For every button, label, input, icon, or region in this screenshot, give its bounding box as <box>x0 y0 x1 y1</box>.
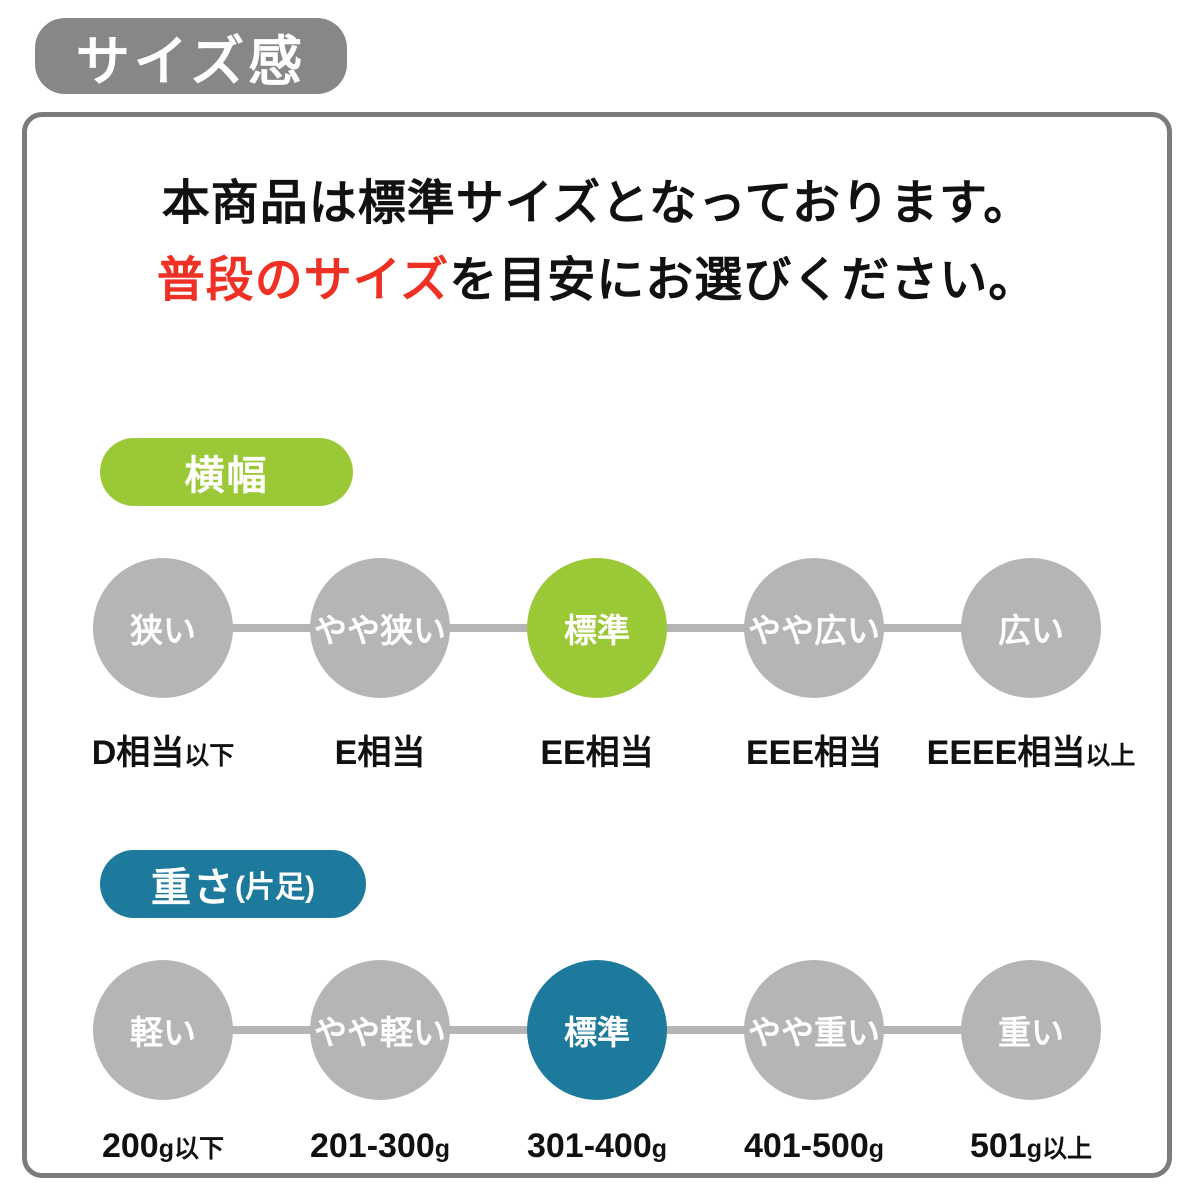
width-scale-labels: D相当 以下 E相当 EE相当 EEE相当 EEEE相当 以上 <box>91 725 1136 774</box>
intro-line2-rest: を目安にお選びください。 <box>449 254 1038 307</box>
width-badge: 横幅 <box>100 438 353 506</box>
weight-circle-heavy: 重い <box>961 960 1101 1100</box>
page-title: サイズ感 <box>75 31 307 92</box>
circle-label: 標準 <box>564 1014 630 1051</box>
circle-label: やや狭い <box>314 612 446 649</box>
weight-circle-light: 軽い <box>93 960 233 1100</box>
weight-badge-note: (片足) <box>235 871 315 904</box>
width-badge-label: 横幅 <box>184 454 269 498</box>
circle-label: 重い <box>998 1014 1064 1051</box>
circle-label: 標準 <box>564 612 630 649</box>
width-scale: 狭い やや狭い 標準 やや広い 広い <box>93 558 1101 698</box>
width-label-eee: EEE相当 <box>745 734 883 772</box>
circle-label: やや軽い <box>314 1014 446 1051</box>
weight-circle-slightly-heavy: やや重い <box>744 960 884 1100</box>
circle-label: 狭い <box>130 612 196 649</box>
weight-circle-standard: 標準 <box>527 960 667 1100</box>
weight-label-200: 200 g以下 <box>101 1127 224 1165</box>
intro-text: 本商品は標準サイズとなっております。 普段のサイズを目安にお選びください。 <box>27 165 1167 319</box>
circle-label: 軽い <box>130 1014 196 1051</box>
weight-scale: 軽い やや軽い 標準 やや重い 重い <box>93 960 1101 1100</box>
circle-label: やや重い <box>748 1014 880 1051</box>
weight-scale-labels: 200 g以下 201-300 g 301-400 g 401-500 g 501 g以上 <box>93 1127 1101 1166</box>
width-circle-narrow: 狭い <box>93 558 233 698</box>
weight-circle-slightly-light: やや軽い <box>310 960 450 1100</box>
width-label-e: E相当 <box>334 734 426 772</box>
weight-badge-label: 重さ <box>151 866 235 910</box>
width-circle-slightly-wide: やや広い <box>744 558 884 698</box>
weight-label-201-300: 201-300 g <box>309 1127 451 1165</box>
weight-label-301-400: 301-400 g <box>526 1127 668 1165</box>
intro-line1: 本商品は標準サイズとなっております。 <box>161 177 1033 230</box>
circle-label: やや広い <box>748 612 880 649</box>
width-label-d: D相当 以下 <box>91 734 235 772</box>
width-circle-standard: 標準 <box>527 558 667 698</box>
page-title-badge: サイズ感 <box>35 18 347 94</box>
intro-line2: 普段のサイズを目安にお選びください。 <box>27 242 1167 319</box>
circle-label: 広い <box>998 612 1064 649</box>
width-label-eeee: EEEE相当 以上 <box>926 734 1136 772</box>
width-circle-slightly-narrow: やや狭い <box>310 558 450 698</box>
weight-label-401-500: 401-500 g <box>743 1127 885 1165</box>
weight-label-501: 501 g以上 <box>969 1127 1092 1165</box>
width-section: 横幅 狭い やや狭い 標準 やや広い 広い D相当 以下 E相当 EE相当 EEE… <box>27 438 1167 774</box>
intro-line2-highlight: 普段のサイズ <box>156 254 450 307</box>
size-guide-panel: 本商品は標準サイズとなっております。 普段のサイズを目安にお選びください。 横幅… <box>22 112 1172 1178</box>
width-circle-wide: 広い <box>961 558 1101 698</box>
width-label-ee: EE相当 <box>540 734 654 772</box>
weight-section: 重さ (片足) 軽い やや軽い 標準 やや重い 重い 200 g以下 201-300… <box>27 850 1167 1166</box>
weight-badge: 重さ (片足) <box>100 850 366 918</box>
